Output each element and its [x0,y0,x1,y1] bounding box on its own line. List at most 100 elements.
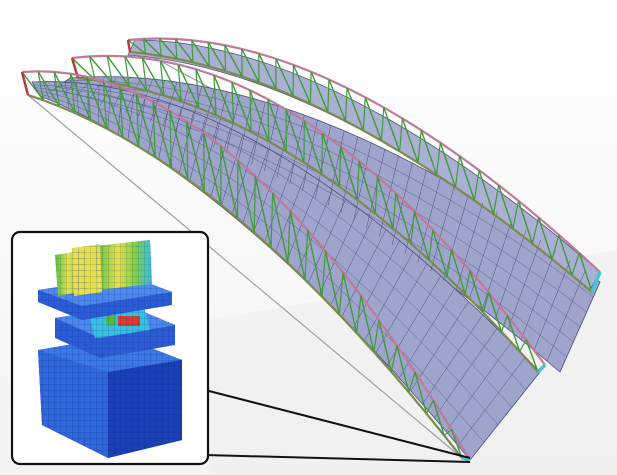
end-post [20,71,30,96]
web-member [425,399,434,414]
top-chord [267,98,287,111]
bottom-chord [292,95,311,105]
web-member [321,133,324,175]
web-member [324,250,340,315]
bottom-chord [518,350,539,373]
top-chord [191,39,209,44]
web-member [159,60,182,102]
bottom-chord [309,102,329,114]
bottom-chord [253,231,272,249]
top-chord [450,428,471,461]
web-member [376,176,394,229]
web-member [102,81,108,129]
end-post [126,39,132,53]
bottom-chord [473,199,495,216]
bottom-chord [187,178,205,193]
top-chord [177,63,197,71]
web-member [143,38,147,54]
bottom-chord [408,391,428,415]
bottom-chord [464,293,485,314]
web-member [362,97,366,131]
top-chord [321,132,342,148]
web-member [224,45,227,72]
top-chord [360,294,380,321]
web-member [86,76,108,129]
web-member [401,118,419,163]
top-chord [231,81,251,92]
truss-middle [70,54,547,374]
top-chord [89,54,108,58]
web-member [253,176,256,233]
callout-lines [204,389,471,463]
bottom-chord [454,186,476,202]
web-member [195,69,200,109]
top-chord [258,52,277,60]
bottom-chord [198,106,217,117]
web-member [356,160,360,200]
bottom-chord [220,203,239,220]
bottom-chord [355,332,375,353]
truss-front [20,70,471,462]
web-member [106,55,113,83]
top-chord [135,92,154,103]
web-member [86,76,92,121]
web-member [249,90,252,132]
web-member [271,192,289,264]
web-member [327,79,330,113]
web-member [220,146,239,219]
bottom-chord [208,65,226,73]
web-member [213,75,217,116]
top-chord [578,252,601,273]
web-member [213,74,235,124]
web-member [231,82,235,124]
web-member [285,109,305,163]
top-chord [450,248,471,272]
web-member [346,87,365,131]
top-chord [458,155,480,172]
web-member [177,64,182,102]
web-member [267,99,270,142]
web-member [396,345,410,393]
top-chord [537,216,560,236]
top-chord [303,119,324,135]
web-member [237,160,255,233]
bottom-chord [129,85,147,92]
web-member [355,295,362,333]
web-member [408,371,416,393]
top-chord [195,68,215,77]
top-chord [414,371,435,401]
web-member [289,210,306,280]
bottom-chord [236,217,255,234]
web-member [469,270,484,313]
web-member [392,193,397,229]
bottom-chord [90,119,108,130]
top-chord [383,106,403,120]
bottom-chord [500,330,521,353]
web-member [454,155,461,188]
web-member [309,71,312,104]
top-chord [401,117,422,132]
web-member [446,249,452,277]
web-member [241,48,260,83]
web-member [127,39,146,55]
web-member [231,81,252,133]
web-member [203,133,205,192]
web-member [360,295,375,353]
web-member [373,319,380,353]
web-member [195,68,217,116]
web-member [443,429,452,436]
web-member [106,55,131,87]
bottom-chord [338,185,358,201]
web-member [191,39,210,67]
bottom-chord [106,127,124,139]
truss-group [20,37,602,462]
top-chord [306,229,327,252]
web-member [174,38,178,59]
bottom-chord [225,70,243,78]
top-chord [342,271,362,297]
web-member [432,399,445,436]
bottom-chord [129,50,146,55]
bottom-chord [215,114,235,125]
